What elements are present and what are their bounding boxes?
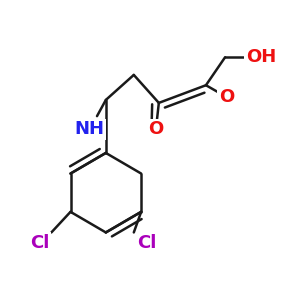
Text: Cl: Cl xyxy=(30,234,49,252)
Text: O: O xyxy=(148,120,164,138)
Text: NH: NH xyxy=(75,120,105,138)
Text: OH: OH xyxy=(246,48,276,66)
Text: Cl: Cl xyxy=(137,234,157,252)
Text: O: O xyxy=(219,88,234,106)
